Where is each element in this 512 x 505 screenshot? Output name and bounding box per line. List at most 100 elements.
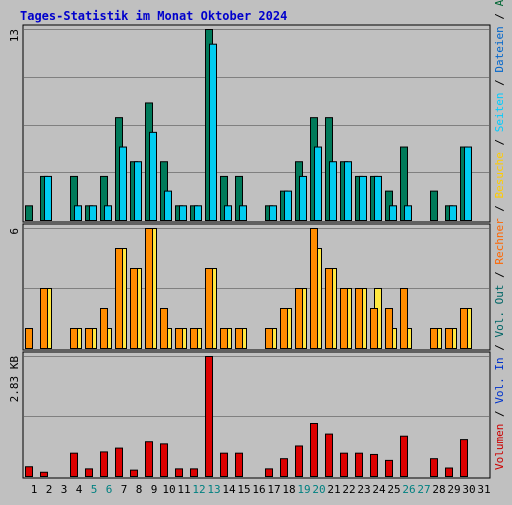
bar-rechner — [445, 328, 453, 349]
bar-volumen — [400, 435, 408, 477]
legend-part: / — [493, 265, 506, 285]
bar-seiten — [104, 205, 112, 222]
bar-rechner — [400, 288, 408, 349]
bar-rechner — [430, 328, 438, 349]
legend-part: / — [493, 404, 506, 424]
bar-volumen — [280, 458, 288, 478]
x-tick-label: 21 — [327, 483, 340, 496]
bar-volumen — [40, 471, 48, 477]
bar-seiten — [314, 146, 322, 222]
x-tick-label: 8 — [136, 483, 143, 496]
x-tick-label: 25 — [387, 483, 400, 496]
bar-anfragen — [25, 205, 33, 222]
bar-rechner — [385, 308, 393, 349]
right-legend: Volumen / Vol. In / Vol. Out / Rechner /… — [493, 0, 506, 470]
bar-seiten — [149, 131, 157, 222]
bar-seiten — [344, 161, 352, 222]
bar-volumen — [130, 469, 138, 478]
x-tick-label: 7 — [121, 483, 128, 496]
bar-seiten — [194, 205, 202, 222]
x-tick-label: 31 — [477, 483, 490, 496]
bar-seiten — [404, 205, 412, 222]
legend-part: Anfragen — [493, 0, 506, 6]
legend-part: / — [493, 6, 506, 26]
x-tick-label: 22 — [342, 483, 355, 496]
panel-middle: 6 — [8, 223, 491, 351]
bar-rechner — [145, 228, 153, 349]
bar-rechner — [40, 288, 48, 349]
bar-rechner — [340, 288, 348, 349]
bar-seiten — [329, 161, 337, 222]
x-tick-label: 24 — [372, 483, 386, 496]
bar-rechner — [205, 268, 213, 349]
bar-volumen — [160, 443, 168, 477]
bar-rechner — [370, 308, 378, 349]
bar-volumen — [340, 452, 348, 477]
bar-rechner — [355, 288, 363, 349]
bar-rechner — [130, 268, 138, 349]
bar-rechner — [295, 288, 303, 349]
x-tick-label: 6 — [106, 483, 113, 496]
x-axis-labels: 1 2 3 4 5 6 7 8 9 10 11 12 13 14 15 16 17 18 19 20 21 22 23 24 2… — [31, 483, 491, 496]
x-tick-label: 19 — [297, 483, 310, 496]
bar-rechner — [175, 328, 183, 349]
bar-seiten — [134, 161, 142, 222]
bar-volumen — [460, 439, 468, 477]
bar-seiten — [239, 205, 247, 222]
panel-frame — [22, 24, 491, 223]
legend-part: Volumen — [493, 424, 506, 470]
bar-volumen — [385, 459, 393, 478]
bar-seiten — [119, 146, 127, 222]
bar-rechner — [280, 308, 288, 349]
chart-panels: 13 6 2.83 KB — [8, 24, 491, 479]
bar-volumen — [85, 468, 93, 478]
bar-volumen — [265, 468, 273, 478]
x-tick-label: 16 — [252, 483, 265, 496]
x-tick-label: 3 — [61, 483, 68, 496]
bar-seiten — [74, 205, 82, 222]
bar-rechner — [460, 308, 468, 349]
bar-rechner — [160, 308, 168, 349]
bar-anfragen — [430, 190, 438, 222]
bar-seiten — [44, 175, 52, 222]
x-tick-label: 10 — [162, 483, 175, 496]
panel-top: 13 — [8, 24, 491, 223]
bar-seiten — [179, 205, 187, 222]
bar-rechner — [235, 328, 243, 349]
x-tick-label: 27 — [417, 483, 430, 496]
bar-seiten — [269, 205, 277, 222]
x-tick-label: 20 — [312, 483, 325, 496]
bar-volumen — [220, 452, 228, 477]
panel-bottom: 2.83 KB — [8, 351, 491, 479]
x-tick-label: 17 — [267, 483, 280, 496]
bar-seiten — [164, 190, 172, 222]
y-max-label: 13 — [8, 29, 21, 42]
bar-rechner — [265, 328, 273, 349]
bar-rechner — [85, 328, 93, 349]
legend-part: / — [493, 198, 506, 218]
bar-seiten — [299, 175, 307, 222]
bar-rechner — [190, 328, 198, 349]
x-tick-label: 12 — [192, 483, 205, 496]
bar-seiten — [209, 43, 217, 221]
bar-volumen — [100, 451, 108, 478]
bar-volumen — [445, 467, 453, 478]
bar-rechner — [100, 308, 108, 349]
x-tick-label: 18 — [282, 483, 295, 496]
legend-part: Vol. In — [493, 357, 506, 403]
bar-volumen — [295, 445, 303, 478]
bar-seiten — [374, 175, 382, 222]
x-tick-label: 9 — [151, 483, 158, 496]
legend-part: Rechner — [493, 218, 506, 265]
bar-seiten — [449, 205, 457, 222]
x-tick-label: 28 — [432, 483, 445, 496]
legend-part: / — [493, 338, 506, 358]
x-tick-label: 11 — [177, 483, 190, 496]
x-tick-label: 30 — [462, 483, 475, 496]
bar-volumen — [325, 433, 333, 477]
bar-volumen — [175, 468, 183, 478]
x-tick-label: 15 — [237, 483, 250, 496]
bar-volumen — [370, 453, 378, 477]
